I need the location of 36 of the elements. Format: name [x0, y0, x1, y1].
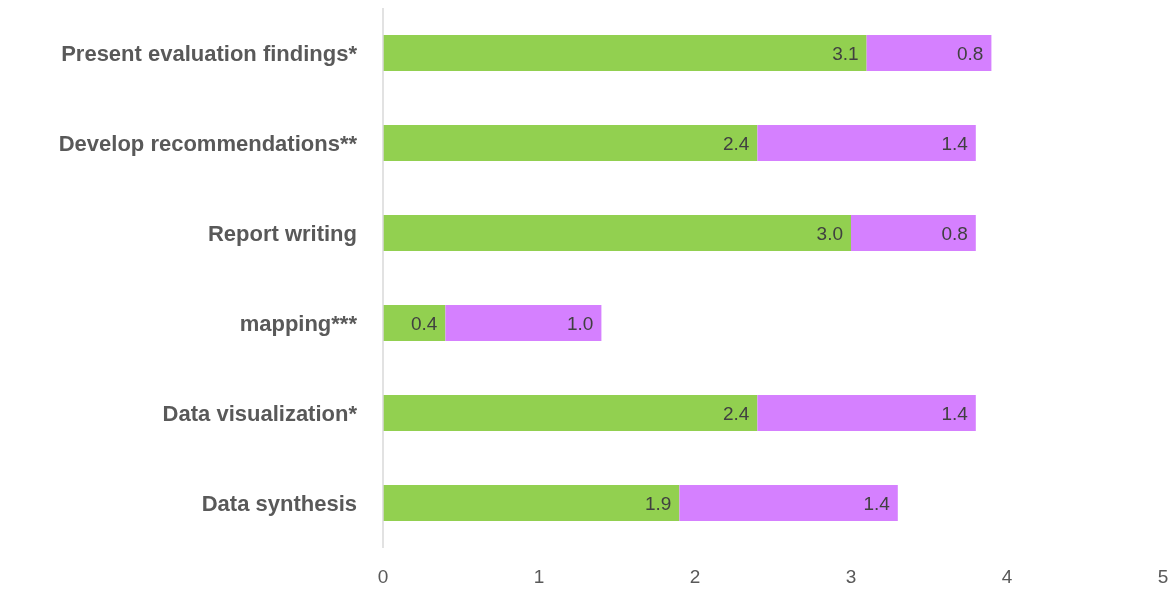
bar — [383, 215, 851, 251]
bar — [383, 485, 680, 521]
bar — [383, 395, 758, 431]
data-label: 2.4 — [722, 132, 750, 154]
y-tick-label: mapping*** — [239, 310, 358, 336]
x-tick-label: 0 — [377, 566, 389, 587]
data-label: 3.1 — [832, 42, 859, 64]
y-tick-label: Data visualization* — [162, 400, 358, 426]
data-label: 0.4 — [410, 312, 438, 334]
data-label: 2.4 — [722, 402, 750, 424]
data-label: 1.0 — [566, 312, 594, 334]
bar — [866, 35, 992, 71]
data-label: 0.8 — [956, 42, 984, 64]
data-label: 0.8 — [941, 222, 968, 244]
y-tick-label: Report writing — [207, 220, 357, 246]
bar — [445, 305, 602, 341]
bar — [757, 125, 976, 161]
bar — [851, 215, 976, 251]
data-label: 1.4 — [941, 132, 969, 154]
data-label: 1.4 — [941, 402, 969, 424]
x-tick-label: 4 — [1001, 566, 1013, 587]
y-tick-label: Present evaluation findings* — [61, 40, 358, 66]
data-label: 1.9 — [644, 492, 672, 514]
bar — [383, 35, 867, 71]
bar — [757, 395, 976, 431]
x-tick-label: 1 — [533, 566, 545, 587]
bar — [679, 485, 898, 521]
y-tick-label: Develop recommendations** — [58, 130, 358, 156]
x-tick-label: 2 — [689, 566, 701, 587]
data-label: 3.0 — [816, 222, 843, 244]
x-tick-label: 5 — [1157, 566, 1169, 587]
bar — [383, 305, 446, 341]
data-label: 1.4 — [863, 492, 891, 514]
bar — [383, 125, 758, 161]
y-tick-label: Data synthesis — [201, 490, 357, 516]
x-tick-label: 3 — [845, 566, 857, 587]
